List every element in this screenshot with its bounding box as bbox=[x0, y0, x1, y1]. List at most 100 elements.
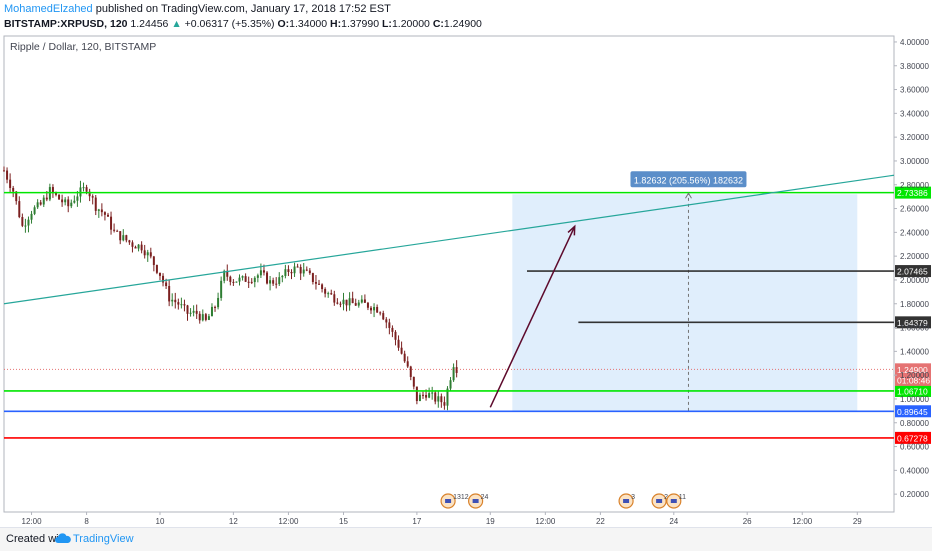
candle-body bbox=[232, 281, 235, 283]
x-tick-label: 8 bbox=[84, 517, 89, 524]
candle-body bbox=[76, 196, 79, 201]
candle-body bbox=[281, 275, 284, 278]
candle-body bbox=[198, 313, 201, 321]
candle-body bbox=[351, 298, 354, 304]
y-tick-label: 2.00000 bbox=[900, 276, 929, 285]
candle-body bbox=[180, 304, 183, 306]
candle-body bbox=[434, 392, 437, 402]
price-axis[interactable]: 2.73386 2.07465 1.64379 1.24900 1.06710 0.896… bbox=[894, 38, 931, 499]
candle-body bbox=[21, 217, 24, 226]
flag-icon bbox=[623, 499, 630, 503]
candle-body bbox=[406, 361, 409, 367]
candle-body bbox=[85, 187, 88, 192]
candle-body bbox=[162, 275, 165, 283]
close-label: C: bbox=[432, 18, 444, 30]
open-label: O: bbox=[277, 18, 290, 30]
symbol-info: BITSTAMP:XRPUSD, 120 1.24456 ▲ +0.06317 … bbox=[4, 18, 482, 30]
candle-body bbox=[314, 281, 317, 284]
candle-body bbox=[9, 179, 12, 188]
candle-body bbox=[140, 244, 143, 251]
y-tick-label: 0.60000 bbox=[900, 443, 929, 452]
time-axis[interactable]: 12:00 8 10 12 12:00 15 17 19 12:00 22 24 26 12:00 29 bbox=[22, 512, 863, 526]
candle-body bbox=[54, 192, 57, 195]
up-arrow-icon: ▲ bbox=[171, 18, 182, 30]
price-tag-label: 1.24900 bbox=[897, 365, 928, 375]
x-tick-label: 10 bbox=[156, 517, 165, 524]
candle-body bbox=[452, 367, 455, 381]
trend-line[interactable] bbox=[3, 174, 895, 305]
x-tick-label: 12 bbox=[229, 517, 238, 524]
candle-body bbox=[6, 170, 9, 180]
x-tick-label: 17 bbox=[412, 517, 421, 524]
candle-body bbox=[311, 273, 314, 282]
last-price: 1.24456 bbox=[130, 18, 169, 30]
chart-area[interactable]: Ripple / Dollar, 120, BITSTAMP 1.82632 (… bbox=[0, 34, 932, 526]
chart-header: MohamedElzahed published on TradingView.… bbox=[0, 0, 932, 34]
candle-body bbox=[134, 246, 137, 249]
candle-body bbox=[183, 304, 186, 306]
candle-body bbox=[403, 353, 406, 362]
candle-body bbox=[415, 386, 418, 402]
candle-body bbox=[51, 187, 54, 193]
x-tick-label: 24 bbox=[669, 517, 678, 524]
tradingview-brand[interactable]: TradingView bbox=[73, 533, 134, 545]
candle-body bbox=[449, 380, 452, 389]
y-tick-label: 1.40000 bbox=[900, 347, 929, 356]
low-label: L: bbox=[382, 18, 392, 30]
tradingview-cloud-icon bbox=[55, 533, 71, 543]
candle-body bbox=[357, 302, 360, 306]
candle-body bbox=[256, 275, 259, 278]
candle-body bbox=[339, 303, 342, 305]
candle-body bbox=[363, 299, 366, 303]
candle-body bbox=[308, 270, 311, 274]
candle-body bbox=[238, 277, 241, 282]
event-count: 1312 bbox=[453, 494, 469, 501]
candle-body bbox=[113, 229, 116, 231]
candle-body bbox=[70, 202, 73, 207]
candle-body bbox=[262, 270, 265, 273]
price-tag bbox=[895, 265, 931, 278]
candle-body bbox=[116, 230, 119, 232]
candle-body bbox=[122, 235, 125, 241]
candle-body bbox=[241, 276, 244, 278]
candle-body bbox=[125, 235, 128, 241]
candle-body bbox=[220, 280, 223, 298]
x-tick-label: 19 bbox=[486, 517, 495, 524]
chart-title: Ripple / Dollar, 120, BITSTAMP bbox=[10, 41, 156, 53]
flag-icon bbox=[472, 499, 479, 503]
candle-body bbox=[30, 213, 33, 220]
candle-body bbox=[39, 202, 42, 205]
projection-arrow[interactable] bbox=[489, 226, 576, 408]
x-tick-label: 12:00 bbox=[792, 517, 813, 524]
candle-body bbox=[223, 270, 226, 281]
candle-body bbox=[370, 307, 373, 311]
candle-body bbox=[152, 256, 155, 266]
flag-icon bbox=[656, 499, 663, 503]
candle-body bbox=[348, 298, 351, 306]
author-link[interactable]: MohamedElzahed bbox=[4, 3, 93, 15]
candle-body bbox=[400, 347, 403, 354]
candle-body bbox=[318, 283, 321, 285]
y-tick-label: 3.20000 bbox=[900, 133, 929, 142]
candle-body bbox=[321, 284, 324, 290]
candle-body bbox=[165, 282, 168, 287]
candle-body bbox=[36, 202, 39, 208]
candle-body bbox=[27, 219, 30, 226]
candle-body bbox=[455, 367, 458, 373]
candle-body bbox=[330, 293, 333, 295]
candle-body bbox=[397, 339, 400, 348]
flag-icon bbox=[445, 499, 452, 503]
candle-body bbox=[226, 270, 229, 277]
candle-body bbox=[15, 191, 18, 202]
candle-body bbox=[204, 314, 207, 320]
y-tick-label: 3.80000 bbox=[900, 62, 929, 71]
candle-body bbox=[253, 277, 256, 283]
y-tick-label: 2.60000 bbox=[900, 205, 929, 214]
x-tick-label: 26 bbox=[743, 517, 752, 524]
price-chart[interactable]: Ripple / Dollar, 120, BITSTAMP 1.82632 (… bbox=[0, 34, 932, 526]
candle-body bbox=[64, 199, 67, 203]
candle-body bbox=[146, 252, 149, 256]
y-tick-label: 2.20000 bbox=[900, 252, 929, 261]
candle-body bbox=[333, 294, 336, 303]
candle-body bbox=[446, 388, 449, 406]
